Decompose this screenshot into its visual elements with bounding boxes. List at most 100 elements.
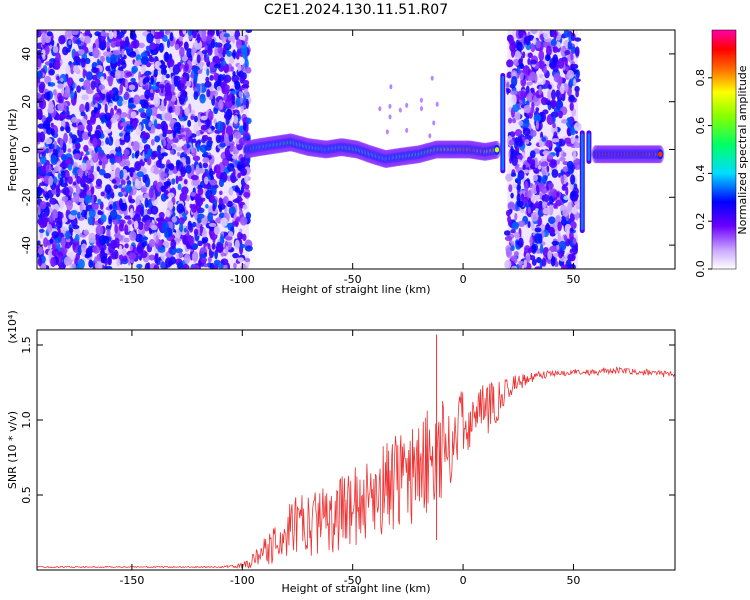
noise-blob — [183, 178, 188, 185]
y-tick-label: 0.5 — [20, 486, 33, 504]
noise-blob — [239, 216, 248, 226]
noise-blob — [527, 221, 531, 229]
noise-blob — [554, 146, 562, 153]
noise-blob — [234, 80, 241, 90]
noise-blob — [78, 197, 86, 203]
noise-blob — [38, 83, 45, 94]
noise-blob — [62, 142, 67, 153]
colorbar-tick-label: 0.8 — [694, 69, 707, 87]
noise-blob — [91, 67, 98, 74]
noise-blob — [79, 151, 84, 157]
noise-blob — [566, 69, 575, 79]
noise-blob — [564, 137, 572, 144]
noise-blob — [114, 138, 120, 148]
noise-blob — [57, 83, 64, 89]
noise-blob — [64, 30, 72, 38]
noise-blob — [59, 138, 64, 149]
noise-blob — [510, 245, 515, 252]
noise-blob — [140, 250, 148, 259]
noise-blob — [125, 78, 129, 90]
noise-blob — [203, 176, 209, 185]
noise-blob — [199, 225, 204, 234]
noise-blob — [44, 186, 48, 192]
noise-blob — [168, 163, 175, 171]
noise-blob — [574, 37, 582, 42]
noise-blob — [525, 139, 530, 145]
noise-blob — [569, 102, 574, 111]
noise-blob — [232, 71, 236, 77]
noise-blob — [555, 89, 560, 98]
noise-blob — [179, 221, 184, 233]
noise-blob — [88, 232, 96, 244]
noise-blob — [119, 169, 124, 180]
noise-blob — [552, 46, 559, 53]
x-tick-label: 50 — [566, 273, 580, 286]
noise-blob — [74, 228, 81, 235]
noise-blob — [226, 50, 233, 57]
noise-blob — [124, 243, 129, 249]
noise-blob — [180, 168, 186, 178]
noise-blob — [526, 156, 532, 164]
noise-blob — [206, 140, 213, 148]
noise-blob — [67, 148, 72, 153]
noise-blob — [213, 225, 220, 235]
noise-blob — [525, 255, 531, 263]
noise-blob — [541, 174, 547, 185]
noise-blob — [245, 98, 249, 109]
noise-blob — [113, 184, 119, 190]
noise-blob — [144, 89, 151, 100]
noise-blob — [79, 103, 85, 114]
noise-blob — [228, 56, 235, 65]
noise-blob — [522, 127, 531, 136]
noise-blob — [178, 217, 185, 225]
noise-blob — [183, 127, 190, 133]
noise-blob — [119, 40, 127, 46]
noise-blob — [109, 209, 118, 221]
noise-blob — [77, 49, 85, 55]
noise-blob — [180, 82, 185, 89]
noise-blob — [522, 96, 526, 107]
noise-blob — [60, 126, 65, 132]
noise-blob — [244, 173, 249, 184]
x-tick-label: 0 — [460, 273, 467, 286]
noise-blob — [144, 144, 148, 155]
noise-blob — [514, 111, 521, 121]
noise-blob — [136, 245, 143, 254]
noise-blob — [102, 51, 111, 57]
noise-blob — [109, 107, 114, 118]
noise-blob — [59, 162, 68, 168]
noise-blob — [535, 40, 541, 49]
noise-blob — [164, 173, 168, 178]
noise-blob — [514, 212, 518, 221]
noise-blob — [84, 194, 93, 204]
noise-blob — [152, 31, 161, 40]
noise-blob — [564, 57, 568, 67]
noise-blob — [172, 137, 179, 143]
noise-blob — [504, 235, 513, 242]
noise-blob — [88, 259, 94, 268]
noise-blob — [191, 251, 199, 262]
noise-blob — [171, 178, 176, 185]
noise-blob — [546, 154, 554, 160]
noise-blob — [213, 259, 221, 266]
noise-blob — [60, 118, 66, 129]
noise-blob — [176, 203, 185, 214]
noise-blob — [566, 207, 571, 214]
noise-blob — [566, 160, 574, 169]
noise-blob — [572, 63, 578, 69]
noise-blob — [145, 107, 153, 117]
noise-blob — [149, 42, 156, 50]
noise-blob — [129, 30, 136, 39]
noise-blob — [37, 70, 43, 80]
noise-blob — [104, 112, 112, 122]
noise-blob — [552, 252, 560, 258]
colorbar-tick-label: 0.0 — [694, 260, 707, 278]
noise-blob — [164, 129, 173, 135]
noise-blob — [167, 192, 175, 198]
noise-blob — [52, 89, 57, 96]
noise-blob — [566, 117, 572, 128]
noise-blob — [128, 84, 136, 91]
x-tick-label: -100 — [230, 273, 255, 286]
noise-blob — [48, 175, 54, 186]
